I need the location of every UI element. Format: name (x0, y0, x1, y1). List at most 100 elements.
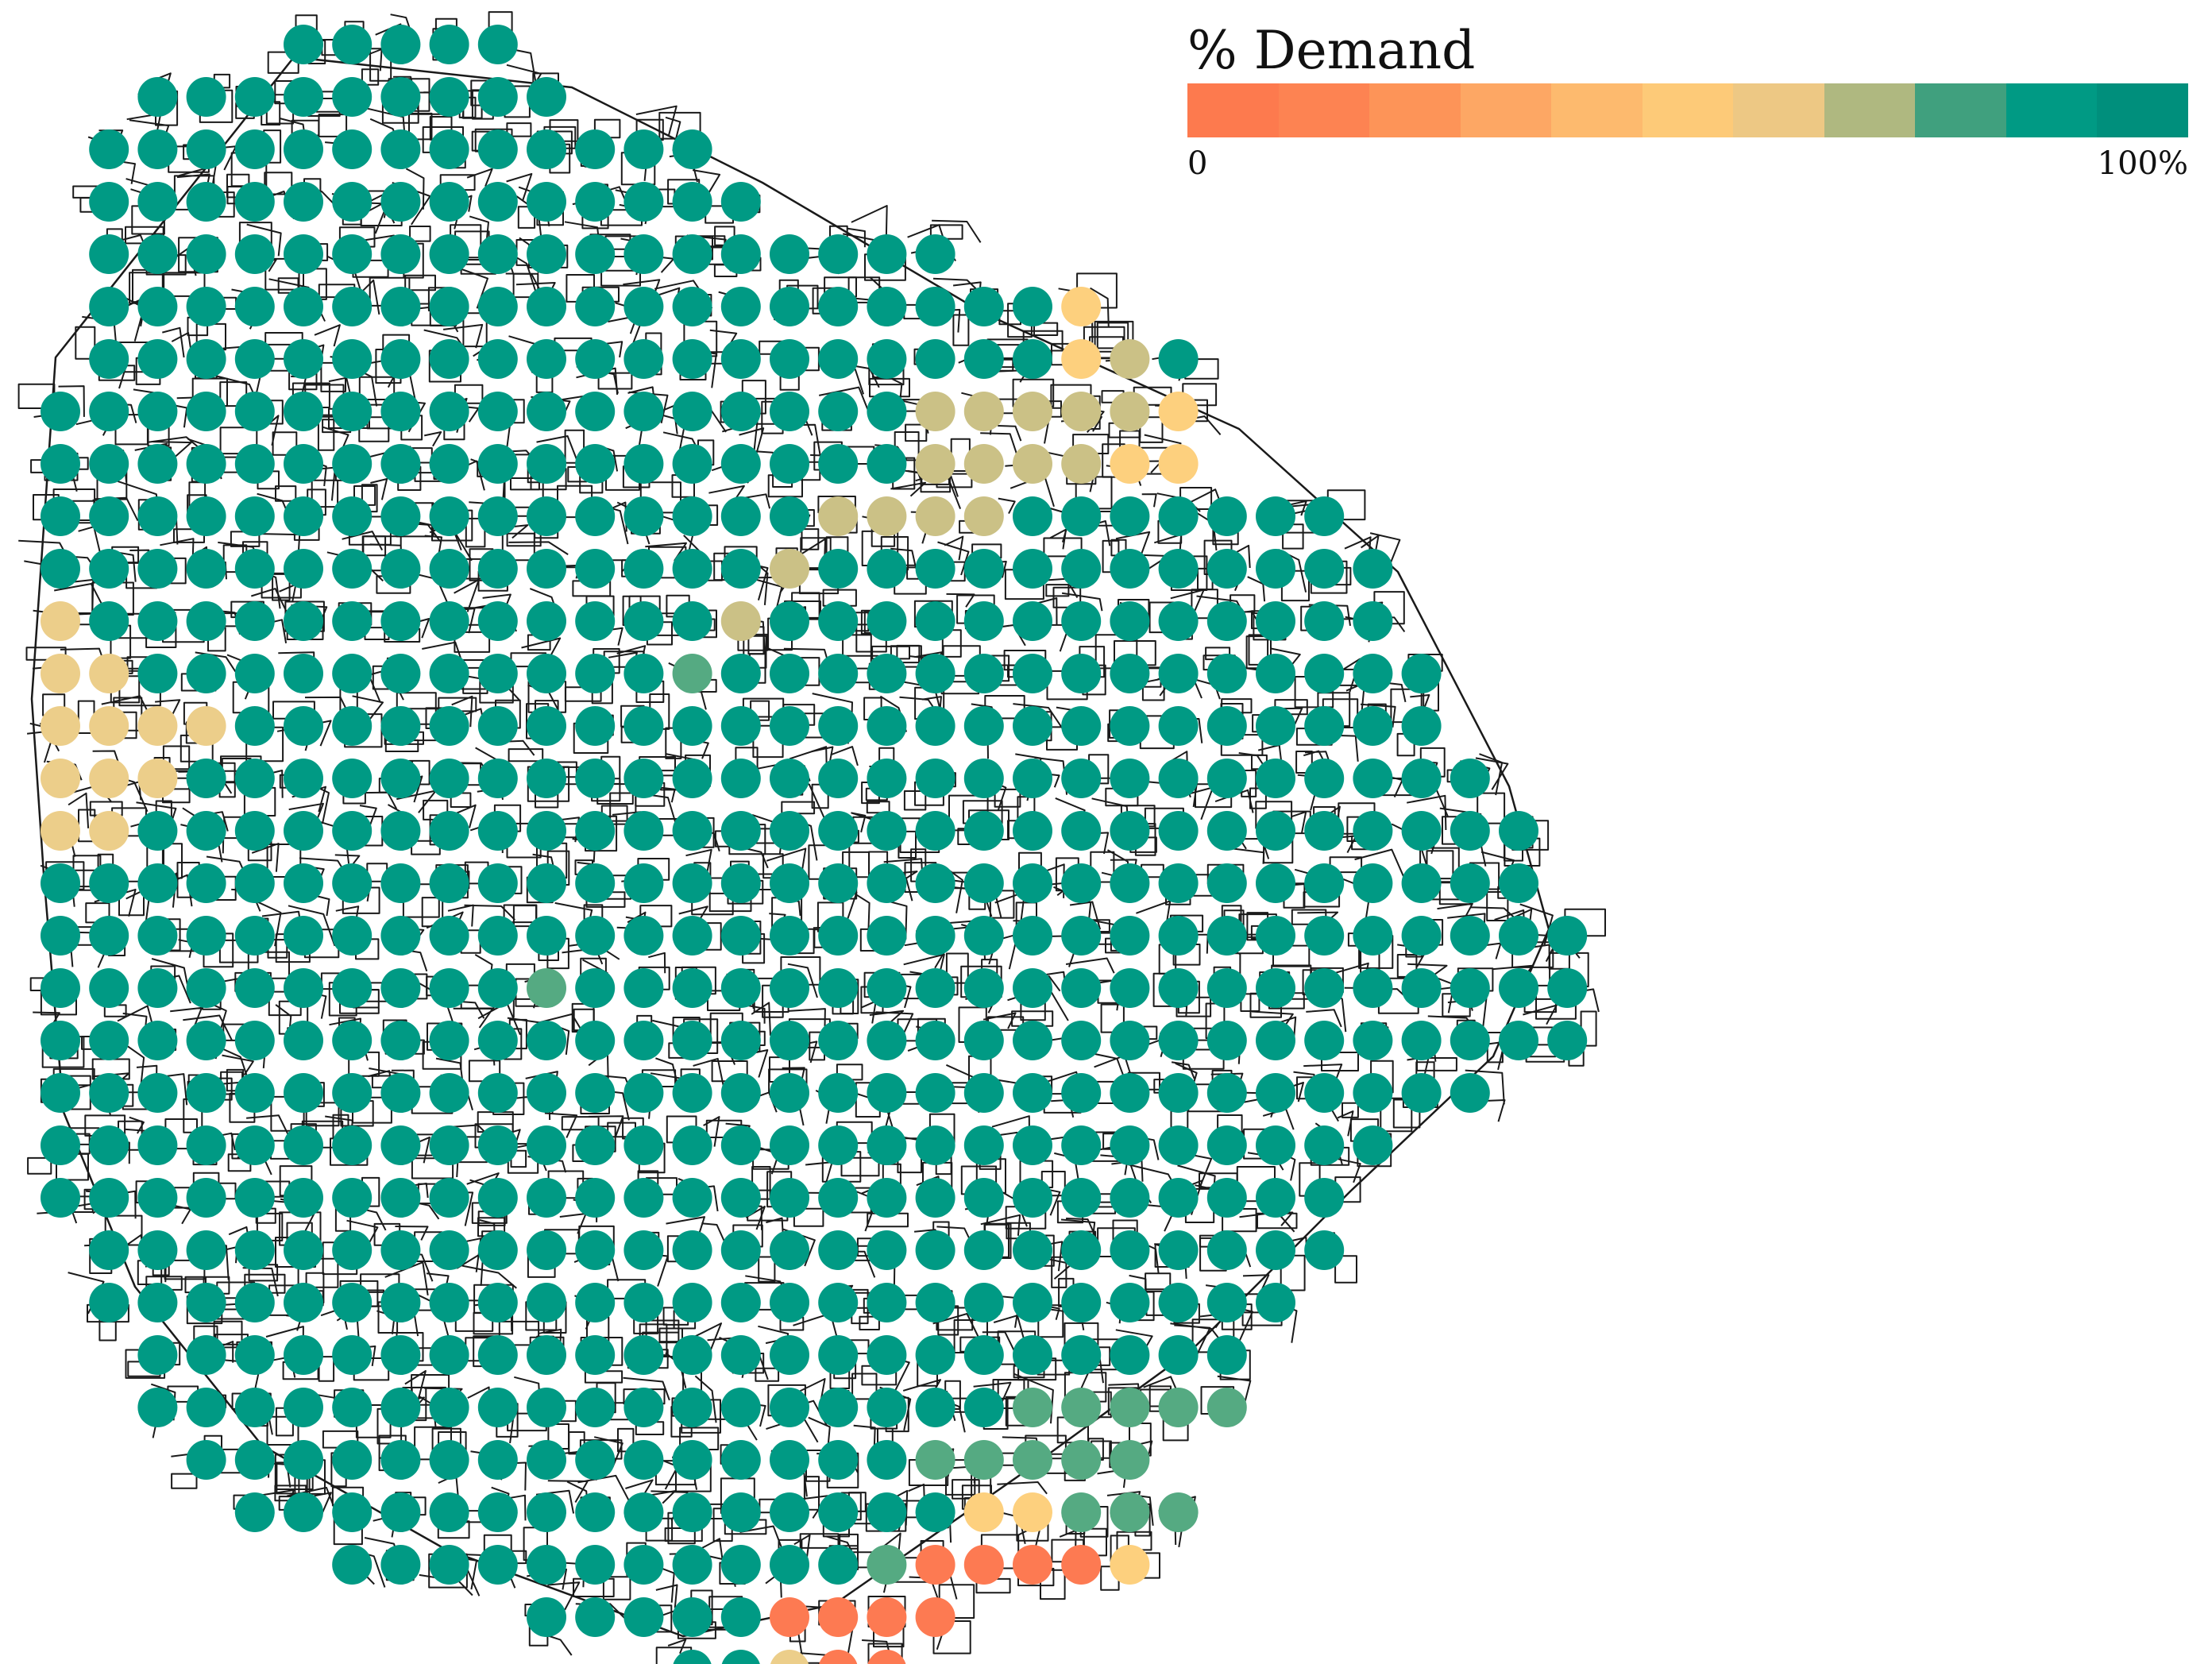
demand-dot (672, 1178, 712, 1218)
demand-dot (672, 811, 712, 851)
demand-dot (770, 1492, 809, 1532)
demand-dot (672, 234, 712, 274)
demand-dot (41, 392, 80, 431)
demand-dot (477, 1125, 518, 1165)
demand-dot (721, 1650, 760, 1664)
demand-dot (186, 916, 226, 956)
demand-dot (720, 1125, 761, 1165)
demand-dot (186, 392, 226, 431)
demand-dot (137, 392, 178, 431)
demand-dot (284, 1178, 323, 1218)
demand-dot (818, 287, 859, 326)
demand-dot (380, 1125, 421, 1165)
demand-dot (770, 234, 809, 274)
demand-dot (1206, 1178, 1247, 1218)
demand-dot (575, 601, 616, 641)
legend-swatch (1551, 83, 1643, 137)
demand-dot (1061, 339, 1102, 379)
demand-dot (915, 1230, 955, 1270)
demand-dot (332, 1178, 373, 1218)
demand-dot (380, 1283, 421, 1322)
demand-dot (770, 1283, 809, 1322)
demand-dot (1304, 496, 1345, 536)
demand-dot (720, 968, 761, 1008)
demand-dot (1061, 968, 1102, 1008)
demand-dot (818, 1073, 859, 1113)
demand-dot (915, 1388, 955, 1427)
demand-dot (527, 549, 566, 589)
demand-dot (234, 863, 275, 903)
demand-dot (284, 444, 323, 484)
demand-dot (89, 129, 129, 169)
demand-dot (1206, 1388, 1247, 1427)
demand-dot (527, 1021, 566, 1060)
demand-dot (623, 968, 664, 1008)
demand-dot (527, 182, 566, 222)
demand-dot (963, 863, 1004, 903)
street-segment (906, 535, 970, 582)
street-segment (1045, 434, 1110, 492)
demand-dot (1158, 654, 1199, 693)
demand-dot (623, 1073, 664, 1113)
demand-dot (527, 654, 566, 693)
demand-dot (1401, 654, 1442, 693)
demand-dot (1158, 863, 1199, 903)
demand-dot (477, 1492, 518, 1532)
demand-dot (284, 1230, 323, 1270)
demand-dot (1013, 496, 1052, 536)
demand-dot (1304, 1178, 1345, 1218)
demand-dot (234, 1178, 275, 1218)
street-segment (1091, 797, 1157, 856)
demand-dot (89, 601, 129, 641)
demand-dot (1110, 1125, 1150, 1165)
demand-dot (284, 1388, 323, 1427)
demand-dot (284, 916, 323, 956)
demand-dot (623, 654, 664, 693)
street-segment (384, 692, 439, 752)
demand-dot (527, 601, 566, 641)
demand-dot (1013, 706, 1052, 746)
demand-dot (284, 759, 323, 798)
street-segment (1213, 905, 1264, 988)
demand-dot (137, 496, 178, 536)
demand-dot (1256, 968, 1295, 1008)
demand-dot (332, 129, 373, 169)
demand-dot (527, 234, 566, 274)
demand-dot (963, 1230, 1004, 1270)
street-segment (655, 1639, 693, 1664)
demand-dot (720, 496, 761, 536)
demand-dot (575, 339, 616, 379)
demand-dot (477, 863, 518, 903)
demand-dot (1158, 968, 1199, 1008)
demand-dot (1013, 1073, 1052, 1113)
demand-dot (380, 706, 421, 746)
demand-dot (137, 129, 178, 169)
demand-dot (527, 392, 566, 431)
demand-dot (137, 863, 178, 903)
demand-dot (1013, 1388, 1052, 1427)
demand-dot (477, 706, 518, 746)
demand-dot (234, 1230, 275, 1270)
demand-dot (477, 1178, 518, 1218)
demand-dot (575, 1283, 616, 1322)
demand-dot (1013, 863, 1052, 903)
demand-dot (770, 759, 809, 798)
demand-dot (1061, 916, 1102, 956)
demand-dot (575, 1335, 616, 1375)
street-segment (507, 1112, 578, 1174)
demand-dot (867, 1335, 907, 1375)
demand-dot (234, 1021, 275, 1060)
demand-dot (1013, 1440, 1052, 1480)
demand-dot (137, 759, 178, 798)
demand-dot (672, 129, 712, 169)
demand-dot (623, 601, 664, 641)
demand-dot (1013, 1178, 1052, 1218)
demand-dot (1061, 654, 1102, 693)
demand-dot (720, 706, 761, 746)
demand-dot (234, 1492, 275, 1532)
demand-dot (818, 811, 859, 851)
street-segment (184, 1276, 247, 1325)
demand-dot (527, 129, 566, 169)
demand-dot (137, 287, 178, 326)
demand-dot (623, 549, 664, 589)
